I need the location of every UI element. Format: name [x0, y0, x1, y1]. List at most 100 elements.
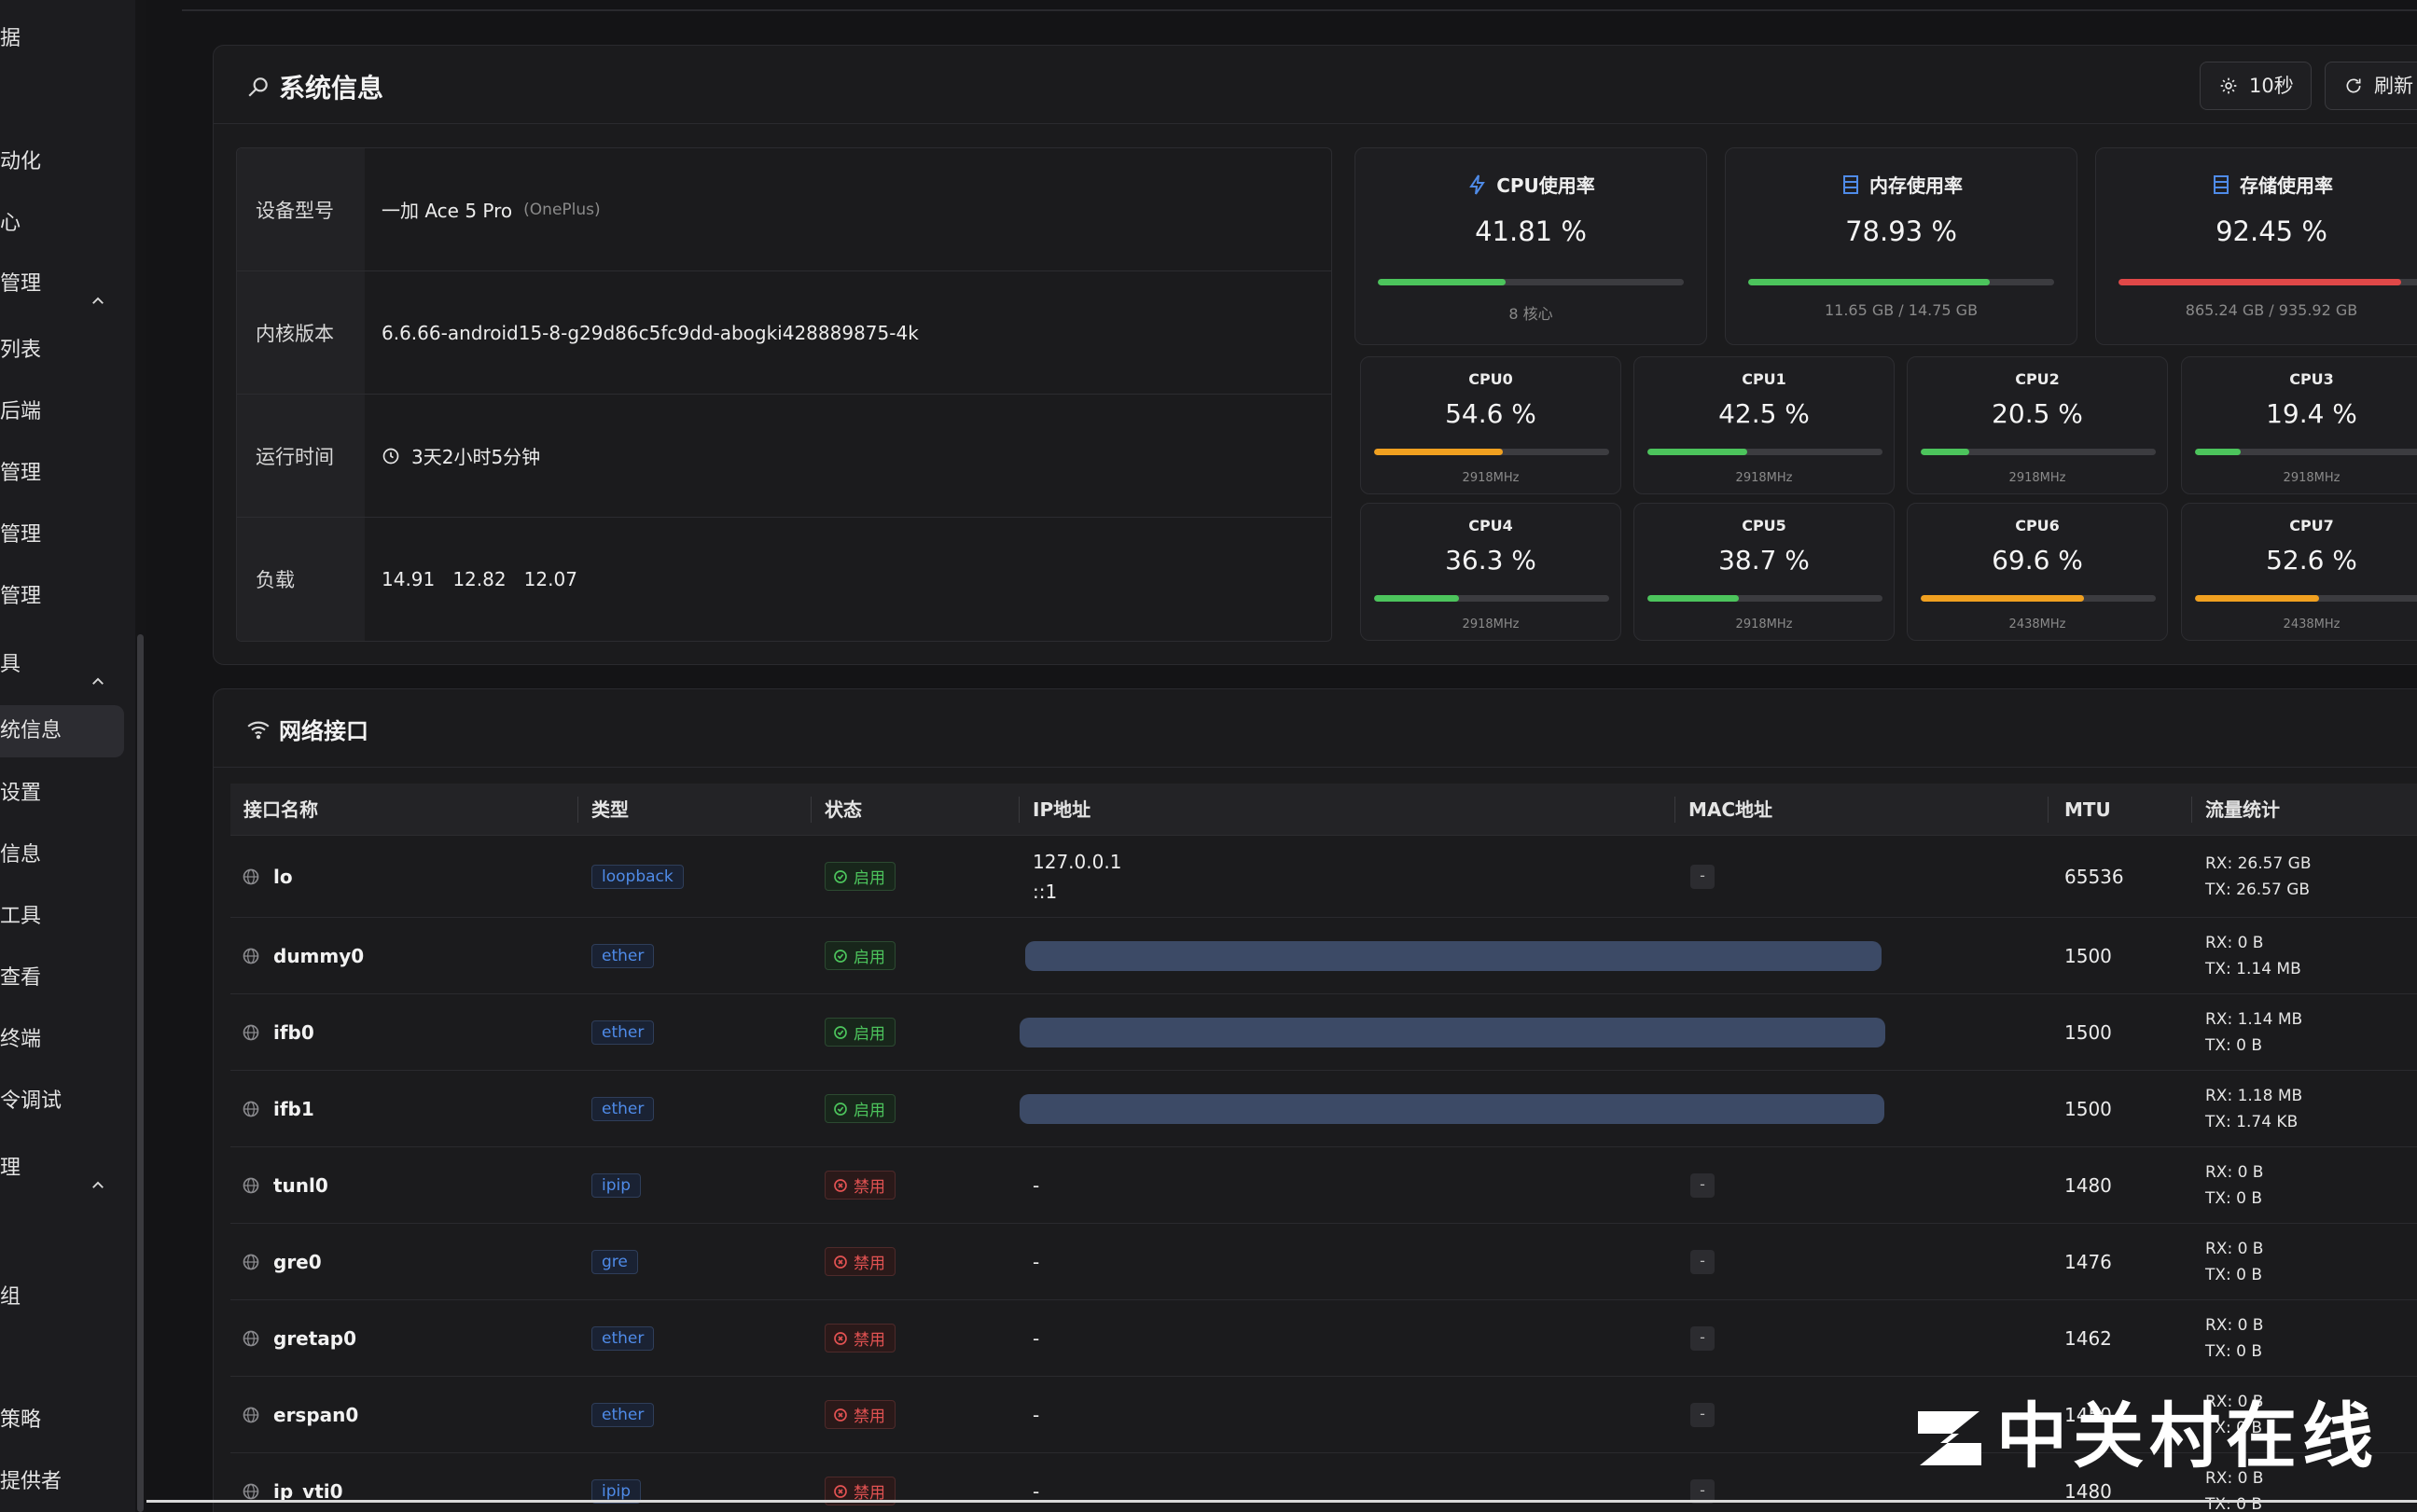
bolt-icon: [1469, 174, 1486, 195]
col-mtu[interactable]: MTU: [2064, 798, 2111, 821]
interface-type-tag: ether: [591, 1096, 655, 1121]
sidebar-item[interactable]: 管理: [0, 509, 124, 562]
refresh-button[interactable]: 刷新: [2325, 62, 2417, 110]
mac-address-cell: -: [1690, 1453, 1715, 1512]
cpu-core-card: CPU3 19.4 % 2918MHz: [2181, 356, 2417, 494]
interface-row[interactable]: lo loopback 启用 127.0.0.1::1 - 65536 RX: 26.57 …: [230, 836, 2417, 918]
interface-type-tag: gre: [591, 1249, 638, 1274]
cpu-core-usage: 19.4 %: [2266, 398, 2357, 429]
interface-type-cell: ether: [591, 918, 655, 993]
col-status[interactable]: 状态: [825, 798, 862, 821]
interface-type-tag: ether: [591, 1325, 655, 1351]
interface-type-cell: ipip: [591, 1147, 642, 1223]
device-model: 一加 Ace 5 Pro: [382, 200, 513, 222]
interface-status-cell: 禁用: [825, 1453, 896, 1512]
sidebar-item[interactable]: 提供者: [0, 1456, 124, 1508]
sidebar-item[interactable]: 管理: [0, 571, 124, 623]
interface-row[interactable]: ifb1 ether 启用 1500 RX: 1.18 MB TX: 1.74 KB: [230, 1071, 2417, 1147]
cpu-core-usage: 42.5 %: [1718, 398, 1810, 429]
clock-icon: [382, 448, 399, 464]
cpu-core-bar: [1374, 449, 1609, 455]
sidebar-item[interactable]: 管理: [0, 448, 124, 500]
sidebar-item[interactable]: 动化: [0, 136, 124, 188]
traffic-stats: RX: 0 B TX: 0 B: [2205, 1453, 2263, 1512]
interface-type-cell: ether: [591, 994, 655, 1070]
usage-card-title: CPU使用率: [1355, 171, 1706, 198]
sidebar-scrollbar-thumb[interactable]: [137, 634, 144, 1512]
ip-address: ::1: [1033, 880, 1058, 903]
sidebar-item[interactable]: 策略: [0, 1394, 124, 1447]
redacted-ip-block: [1020, 1094, 1884, 1124]
traffic-stats: RX: 26.57 GB TX: 26.57 GB: [2205, 836, 2312, 917]
cpu-core-name: CPU5: [1742, 517, 1786, 534]
ip-address: -: [1033, 1479, 1040, 1503]
col-traffic[interactable]: 流量统计: [2205, 798, 2280, 821]
col-name[interactable]: 接口名称: [243, 798, 318, 821]
sidebar-item[interactable]: 后端: [0, 386, 124, 438]
status-label: 禁用: [854, 1484, 885, 1503]
info-row-load: 负载 14.91 12.82 12.07: [237, 518, 1331, 641]
usage-progress-fill: [1748, 279, 1990, 285]
ip-address-cell: -: [1033, 1224, 1039, 1299]
ip-address-cell: -: [1033, 1377, 1039, 1452]
interface-row[interactable]: tunl0 ipip 禁用 - - 1480 RX: 0 B TX: 0 B: [230, 1147, 2417, 1224]
refresh-interval-button[interactable]: 10秒: [2200, 62, 2312, 110]
usage-card: CPU使用率 41.81 % 8 核心: [1354, 147, 1707, 345]
sidebar-item[interactable]: 设置: [0, 768, 124, 820]
sidebar-item[interactable]: 管理: [0, 258, 124, 311]
col-ip[interactable]: IP地址: [1033, 798, 1091, 821]
sidebar-item[interactable]: 查看: [0, 952, 124, 1005]
globe-icon: [243, 868, 259, 885]
cpu-core-card: CPU7 52.6 % 2438MHz: [2181, 503, 2417, 641]
mac-address: -: [1690, 1249, 1715, 1274]
interface-row[interactable]: gretap0 ether 禁用 - - 1462 RX: 0 B TX: 0 B: [230, 1300, 2417, 1377]
traffic-tx: TX: 1.74 KB: [2205, 1112, 2299, 1131]
sidebar-item[interactable]: 信息: [0, 829, 124, 881]
col-divider: [577, 797, 578, 823]
globe-icon: [243, 1330, 259, 1347]
sidebar-item-label: 令调试: [0, 1089, 63, 1113]
watermark-text: 中关村在线: [1996, 1394, 2379, 1477]
globe-icon: [243, 1024, 259, 1041]
mac-address: -: [1690, 864, 1715, 889]
sidebar-item[interactable]: 工具: [0, 891, 124, 943]
interface-type-cell: ipip: [591, 1453, 642, 1512]
interface-row[interactable]: ifb0 ether 启用 1500 RX: 1.14 MB TX: 0 B: [230, 994, 2417, 1071]
sidebar-item-label: 查看: [0, 966, 42, 990]
status-disabled-badge: 禁用: [825, 1171, 896, 1200]
sidebar-item-label: 终端: [0, 1028, 42, 1051]
mac-address-cell: -: [1690, 1147, 1715, 1223]
sidebar-item[interactable]: 组: [0, 1271, 124, 1324]
interface-name: dummy0: [273, 944, 365, 967]
window-bottom-edge: [146, 1500, 2417, 1503]
sidebar-item[interactable]: 理: [0, 1143, 124, 1195]
col-type[interactable]: 类型: [591, 798, 629, 821]
interface-row[interactable]: erspan0 ether 禁用 - - 1450 RX: 0 B TX: 0 B: [230, 1377, 2417, 1453]
interface-row[interactable]: gre0 gre 禁用 - - 1476 RX: 0 B TX: 0 B: [230, 1224, 2417, 1300]
sidebar-item[interactable]: 终端: [0, 1014, 124, 1066]
sidebar-item[interactable]: 具: [0, 639, 124, 691]
gear-icon: [2220, 77, 2237, 94]
traffic-rx: RX: 0 B: [2205, 933, 2264, 952]
sidebar-item[interactable]: 统信息: [0, 705, 124, 757]
interface-name: tunl0: [273, 1173, 328, 1197]
cpu-core-bar-fill: [1921, 595, 2085, 602]
traffic-stats: RX: 0 B TX: 0 B: [2205, 1377, 2263, 1452]
col-divider: [2048, 797, 2049, 823]
wifi-icon: [247, 721, 270, 740]
cpu-core-bar-fill: [2195, 449, 2241, 455]
sidebar-item[interactable]: 心: [0, 198, 124, 250]
usage-card-title-text: 内存使用率: [1869, 174, 1963, 197]
mac-address-cell: -: [1690, 1224, 1715, 1299]
status-label: 启用: [854, 1102, 885, 1120]
sidebar-item-label: 策略: [0, 1408, 42, 1432]
sidebar-item[interactable]: 令调试: [0, 1075, 124, 1128]
info-value-kernel: 6.6.66-android15-8-g29d86c5fc9dd-abogki4…: [382, 321, 919, 344]
col-mac[interactable]: MAC地址: [1688, 798, 1773, 821]
sidebar-item[interactable]: 据: [0, 13, 124, 65]
cpu-core-bar: [1647, 595, 1882, 602]
sidebar-item[interactable]: 列表: [0, 325, 124, 377]
traffic-rx: RX: 1.18 MB: [2205, 1086, 2303, 1105]
interface-row[interactable]: dummy0 ether 启用 1500 RX: 0 B TX: 1.14 MB: [230, 918, 2417, 994]
traffic-rx: RX: 0 B: [2205, 1392, 2264, 1411]
